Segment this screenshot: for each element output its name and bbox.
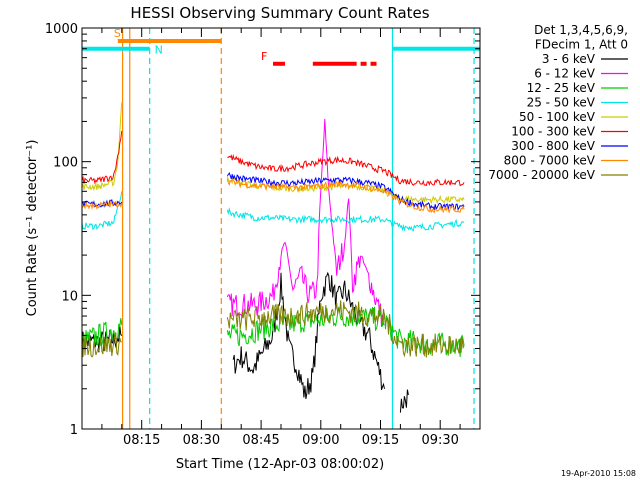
y-axis: 1 10 100 1000	[45, 22, 480, 438]
chart-title: HESSI Observing Summary Count Rates	[130, 4, 429, 22]
y-tick-label: 100	[53, 156, 78, 171]
x-tick-label: 09:15	[362, 433, 399, 448]
y-tick-label: 10	[61, 289, 78, 304]
legend-entry-label: 12 - 25 keV	[527, 81, 596, 95]
series-line	[82, 101, 123, 192]
legend-entry-label: 3 - 6 keV	[542, 52, 596, 66]
legend: Det 1,3,4,5,6,9,FDecim 1, Att 03 - 6 keV…	[488, 23, 628, 182]
legend-entry-label: 7000 - 20000 keV	[488, 168, 595, 182]
legend-entry-label: 6 - 12 keV	[534, 67, 596, 81]
series-line	[82, 332, 122, 358]
footer-date: 19-Apr-2010 15:08	[561, 469, 636, 478]
y-tick-label: 1	[70, 423, 78, 438]
series-line	[82, 191, 123, 231]
series-line	[82, 130, 123, 185]
legend-entry-label: 100 - 300 keV	[511, 125, 595, 139]
legend-entry-label: 800 - 7000 keV	[504, 154, 596, 168]
y-tick-label: 1000	[45, 22, 78, 37]
series-line	[399, 389, 409, 413]
x-axis-label: Start Time (12-Apr-03 08:00:02)	[176, 457, 384, 472]
x-tick-label: 08:45	[242, 433, 279, 448]
series-line	[227, 153, 465, 187]
series-line	[82, 199, 123, 210]
flag-label: N	[155, 44, 163, 57]
series-line	[226, 300, 465, 358]
flag-label: S	[114, 27, 121, 40]
legend-header: FDecim 1, Att 0	[535, 38, 628, 52]
flag-label: F	[261, 50, 267, 63]
flag-bars: S N F	[82, 27, 480, 66]
plot-frame	[81, 27, 481, 430]
series-line	[82, 199, 123, 208]
x-tick-label: 08:15	[123, 433, 160, 448]
x-tick-label: 09:30	[421, 433, 458, 448]
series-line	[226, 306, 465, 358]
x-tick-label: 09:00	[302, 433, 339, 448]
x-tick-label: 08:30	[183, 433, 220, 448]
series-line	[226, 178, 465, 214]
series-line	[226, 207, 465, 232]
count-rate-series	[82, 101, 465, 413]
x-axis: 08:15 08:30 08:45 09:00 09:15 09:30	[101, 28, 481, 448]
series-line	[226, 118, 385, 327]
y-axis-label: Count Rate (s⁻¹ detector⁻¹)	[25, 140, 40, 317]
legend-entry-label: 300 - 800 keV	[511, 139, 595, 153]
series-line	[226, 172, 465, 211]
legend-entry-label: 50 - 100 keV	[519, 110, 596, 124]
legend-entry-label: 25 - 50 keV	[527, 96, 596, 110]
legend-header: Det 1,3,4,5,6,9,	[534, 23, 628, 37]
